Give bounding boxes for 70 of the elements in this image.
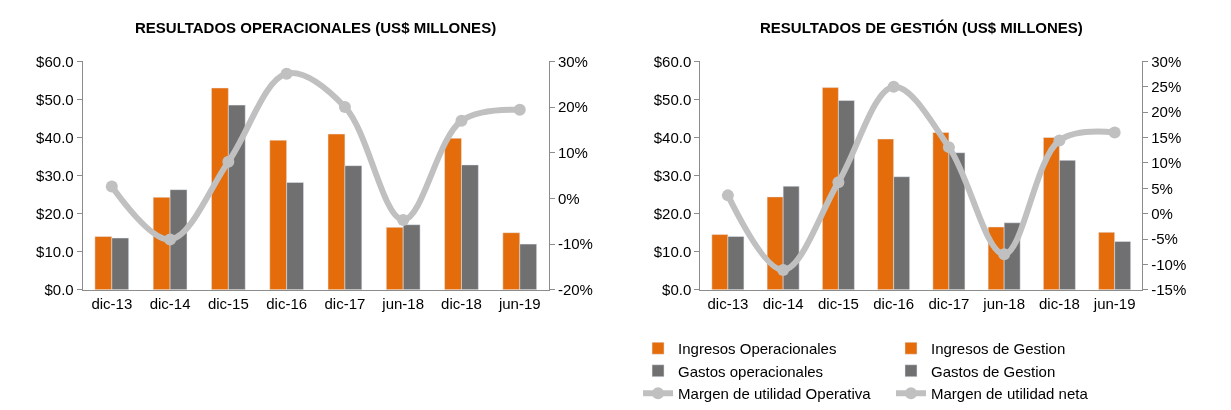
y2-tick-label: -5% [1151, 230, 1178, 248]
point [455, 114, 468, 127]
point [777, 264, 790, 276]
y2-tick-label: 25% [1151, 77, 1182, 95]
y-tick-label: $20.0 [653, 204, 692, 222]
y2-tick-label: 5% [1151, 179, 1173, 197]
x-tick-label: jun-18 [982, 294, 1026, 312]
y2-tick-label: 10% [557, 143, 588, 161]
y2-tick-label: -20% [557, 281, 593, 299]
x-tick-label: dic-17 [928, 294, 970, 312]
y-tick-label: $40.0 [653, 128, 692, 146]
point [164, 233, 177, 246]
x-tick-label: jun-19 [1092, 294, 1136, 312]
y2-tick-label: 20% [557, 98, 588, 116]
y2-tick-label: 0% [557, 189, 580, 207]
point [397, 213, 410, 226]
y-tick-label: $30.0 [653, 166, 692, 184]
legend-label: Ingresos de Gestion [931, 340, 1066, 358]
y-tick-label: $10.0 [36, 242, 74, 260]
point [1108, 126, 1121, 139]
point [280, 67, 293, 80]
y2-tick-label: 30% [557, 52, 588, 70]
x-tick-label: dic-13 [91, 294, 133, 312]
y2-tick-label: 20% [1151, 103, 1182, 121]
point [721, 189, 734, 202]
x-tick-label: dic-16 [873, 294, 915, 312]
legend-label: Ingresos Operacionales [678, 340, 837, 358]
y2-tick-label: -10% [557, 235, 593, 253]
y-tick-label: $10.0 [653, 242, 692, 260]
x-tick-label: dic-15 [817, 294, 859, 312]
y-tick-label: $50.0 [653, 90, 692, 108]
x-tick-label: dic-18 [441, 294, 482, 312]
point [942, 141, 955, 154]
x-tick-label: dic-15 [207, 294, 249, 312]
x-tick-label: jun-19 [497, 294, 541, 312]
point [998, 248, 1011, 261]
point [338, 101, 351, 114]
y-tick-label: $60.0 [653, 52, 692, 70]
y2-tick-label: 15% [1151, 128, 1182, 146]
point [832, 176, 845, 189]
point [105, 180, 118, 193]
x-tick-label: dic-14 [762, 294, 804, 312]
y-tick-label: $20.0 [36, 204, 74, 222]
x-tick-label: dic-18 [1038, 294, 1080, 312]
y-tick-label: $40.0 [36, 128, 74, 146]
y2-tick-label: 30% [1151, 52, 1182, 70]
legend-label: Gastos de Gestion [931, 362, 1056, 380]
legend-label: Margen de utilidad neta [931, 385, 1089, 403]
y-tick-label: $60.0 [36, 52, 74, 70]
x-tick-label: dic-14 [149, 294, 191, 312]
y2-tick-label: 0% [1151, 204, 1173, 222]
point [513, 103, 526, 116]
y2-tick-label: 10% [1151, 154, 1182, 172]
chart-title: RESULTADOS OPERACIONALES (US$ MILLONES) [135, 19, 497, 36]
chart-title: RESULTADOS DE GESTIÓN (US$ MILLONES) [760, 19, 1083, 36]
y-tick-label: $0.0 [662, 281, 692, 299]
y-tick-label: $0.0 [44, 281, 74, 299]
y2-tick-label: -15% [1151, 281, 1187, 299]
point [222, 155, 235, 168]
x-tick-label: dic-17 [324, 294, 366, 312]
x-tick-label: jun-18 [381, 294, 425, 312]
point [1053, 134, 1066, 147]
y-tick-label: $30.0 [36, 166, 74, 184]
y-tick-label: $50.0 [36, 90, 74, 108]
legend-label: Gastos operacionales [678, 362, 824, 380]
y2-tick-label: -10% [1151, 255, 1187, 273]
legend-label: Margen de utilidad Operativa [678, 385, 872, 403]
x-tick-label: dic-13 [707, 294, 749, 312]
x-tick-label: dic-16 [266, 294, 308, 312]
point [887, 80, 900, 93]
